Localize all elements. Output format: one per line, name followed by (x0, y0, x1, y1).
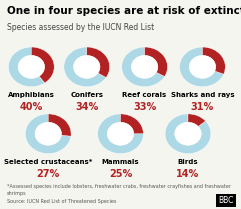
Wedge shape (64, 47, 106, 87)
Circle shape (189, 55, 216, 78)
Circle shape (74, 55, 100, 78)
Wedge shape (145, 47, 167, 76)
Text: 31%: 31% (191, 102, 214, 112)
Wedge shape (165, 114, 211, 154)
Wedge shape (25, 114, 71, 154)
Text: 34%: 34% (75, 102, 98, 112)
Text: Selected crustaceans*: Selected crustaceans* (4, 159, 92, 165)
Circle shape (107, 122, 134, 145)
Wedge shape (8, 47, 45, 87)
Text: Species assessed by the IUCN Red List: Species assessed by the IUCN Red List (7, 23, 154, 32)
Wedge shape (120, 114, 143, 134)
Text: 40%: 40% (20, 102, 43, 112)
Wedge shape (98, 114, 143, 154)
Text: One in four species are at risk of extinction: One in four species are at risk of extin… (7, 6, 241, 16)
Text: *Assessed species include lobsters, freshwater crabs, freshwater crayfishes and : *Assessed species include lobsters, fres… (7, 184, 231, 196)
Wedge shape (188, 114, 206, 126)
Circle shape (18, 55, 45, 78)
Text: Conifers: Conifers (70, 92, 103, 98)
Text: 33%: 33% (133, 102, 156, 112)
Circle shape (131, 55, 158, 78)
Text: Amphibians: Amphibians (8, 92, 55, 98)
Circle shape (175, 122, 201, 145)
Text: 27%: 27% (37, 169, 60, 179)
Wedge shape (122, 47, 165, 87)
Circle shape (35, 122, 61, 145)
Text: 25%: 25% (109, 169, 132, 179)
Text: Mammals: Mammals (102, 159, 139, 165)
Wedge shape (31, 47, 54, 83)
Text: BBC: BBC (218, 196, 234, 205)
Text: Source: IUCN Red List of Threatened Species: Source: IUCN Red List of Threatened Spec… (7, 199, 117, 204)
Text: Reef corals: Reef corals (122, 92, 167, 98)
Wedge shape (180, 47, 224, 87)
Text: Birds: Birds (178, 159, 198, 165)
Text: 14%: 14% (176, 169, 200, 179)
Wedge shape (202, 47, 225, 74)
Wedge shape (48, 114, 71, 136)
Wedge shape (87, 47, 110, 78)
Text: Sharks and rays: Sharks and rays (171, 92, 234, 98)
